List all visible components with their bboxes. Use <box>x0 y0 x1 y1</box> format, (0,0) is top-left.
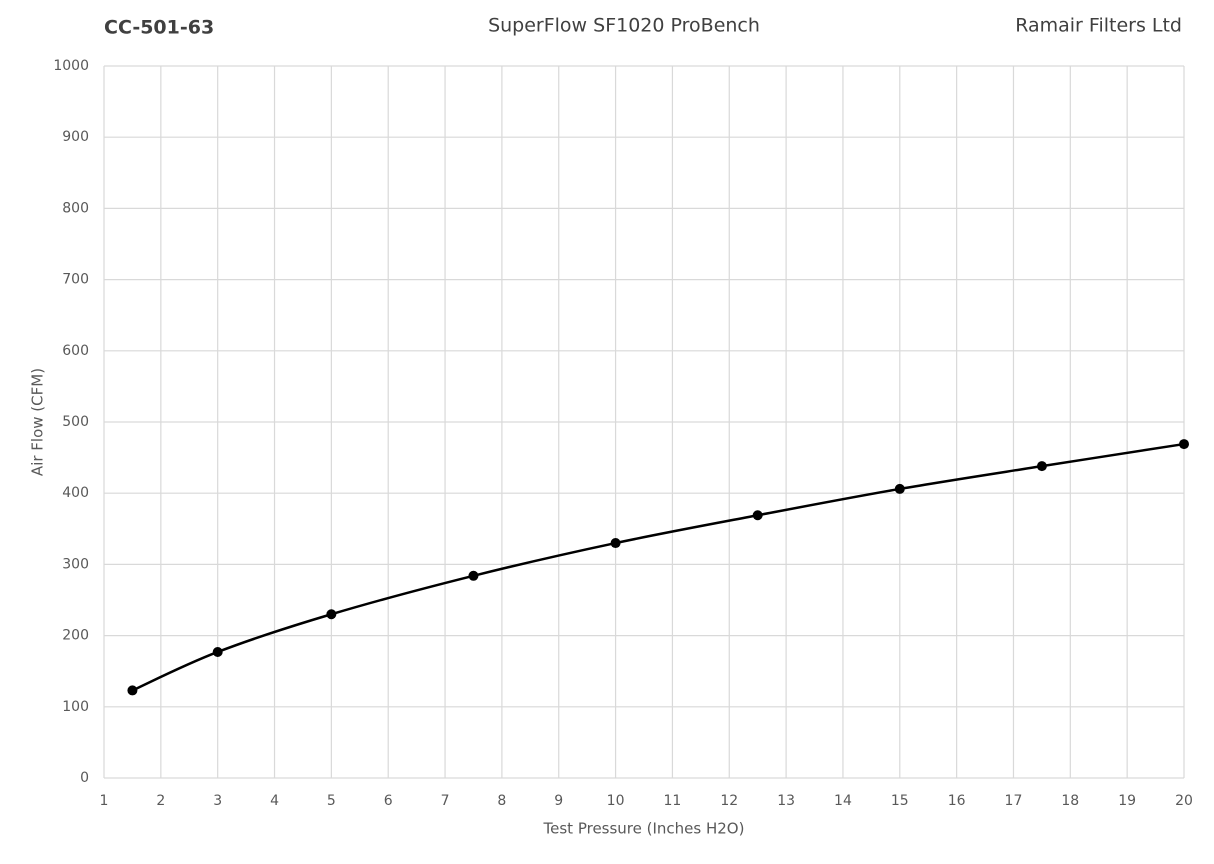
x-tick-label: 2 <box>156 793 165 809</box>
x-tick-label: 14 <box>834 793 852 809</box>
data-point <box>894 483 905 494</box>
y-tick-label: 500 <box>62 414 89 430</box>
x-tick-label: 11 <box>664 793 682 809</box>
x-tick-label: 12 <box>720 793 738 809</box>
y-tick-label: 600 <box>62 343 89 359</box>
x-tick-label: 18 <box>1061 793 1079 809</box>
data-line <box>131 442 1185 692</box>
x-tick-label: 19 <box>1118 793 1136 809</box>
x-tick-label: 10 <box>607 793 625 809</box>
y-tick-label: 900 <box>62 129 89 145</box>
data-point <box>1179 439 1189 450</box>
x-tick-label: 20 <box>1175 793 1193 809</box>
y-axis-title: Air Flow (CFM) <box>29 368 47 476</box>
y-tick-label: 300 <box>62 556 89 572</box>
data-point <box>326 609 337 620</box>
x-tick-label: 8 <box>497 793 506 809</box>
x-tick-label: 5 <box>327 793 336 809</box>
y-tick-label: 800 <box>62 200 89 216</box>
x-tick-label: 16 <box>948 793 966 809</box>
data-point <box>212 646 223 657</box>
y-tick-label: 400 <box>62 485 89 501</box>
x-tick-label: 6 <box>384 793 393 809</box>
x-tick-label: 17 <box>1005 793 1023 809</box>
x-tick-label: 13 <box>777 793 795 809</box>
y-tick-label: 100 <box>62 699 89 715</box>
header-left: CC-501-63 <box>104 17 214 39</box>
y-tick-label: 0 <box>80 770 89 786</box>
data-point <box>1036 461 1047 472</box>
x-tick-label: 1 <box>100 793 109 809</box>
x-axis-title: Test Pressure (Inches H2O) <box>543 820 745 838</box>
y-tick-label: 1000 <box>53 58 89 74</box>
data-point <box>127 685 138 696</box>
x-tick-label: 4 <box>270 793 279 809</box>
x-tick-label: 7 <box>441 793 450 809</box>
x-tick-label: 3 <box>213 793 222 809</box>
y-tick-label: 700 <box>62 272 89 288</box>
chart-title: SuperFlow SF1020 ProBench <box>488 15 760 37</box>
header-right: Ramair Filters Ltd <box>1015 15 1182 37</box>
data-point <box>468 570 479 581</box>
data-point <box>610 538 621 549</box>
data-point <box>752 510 763 521</box>
x-tick-label: 9 <box>554 793 563 809</box>
x-tick-label: 15 <box>891 793 909 809</box>
y-tick-label: 200 <box>62 628 89 644</box>
